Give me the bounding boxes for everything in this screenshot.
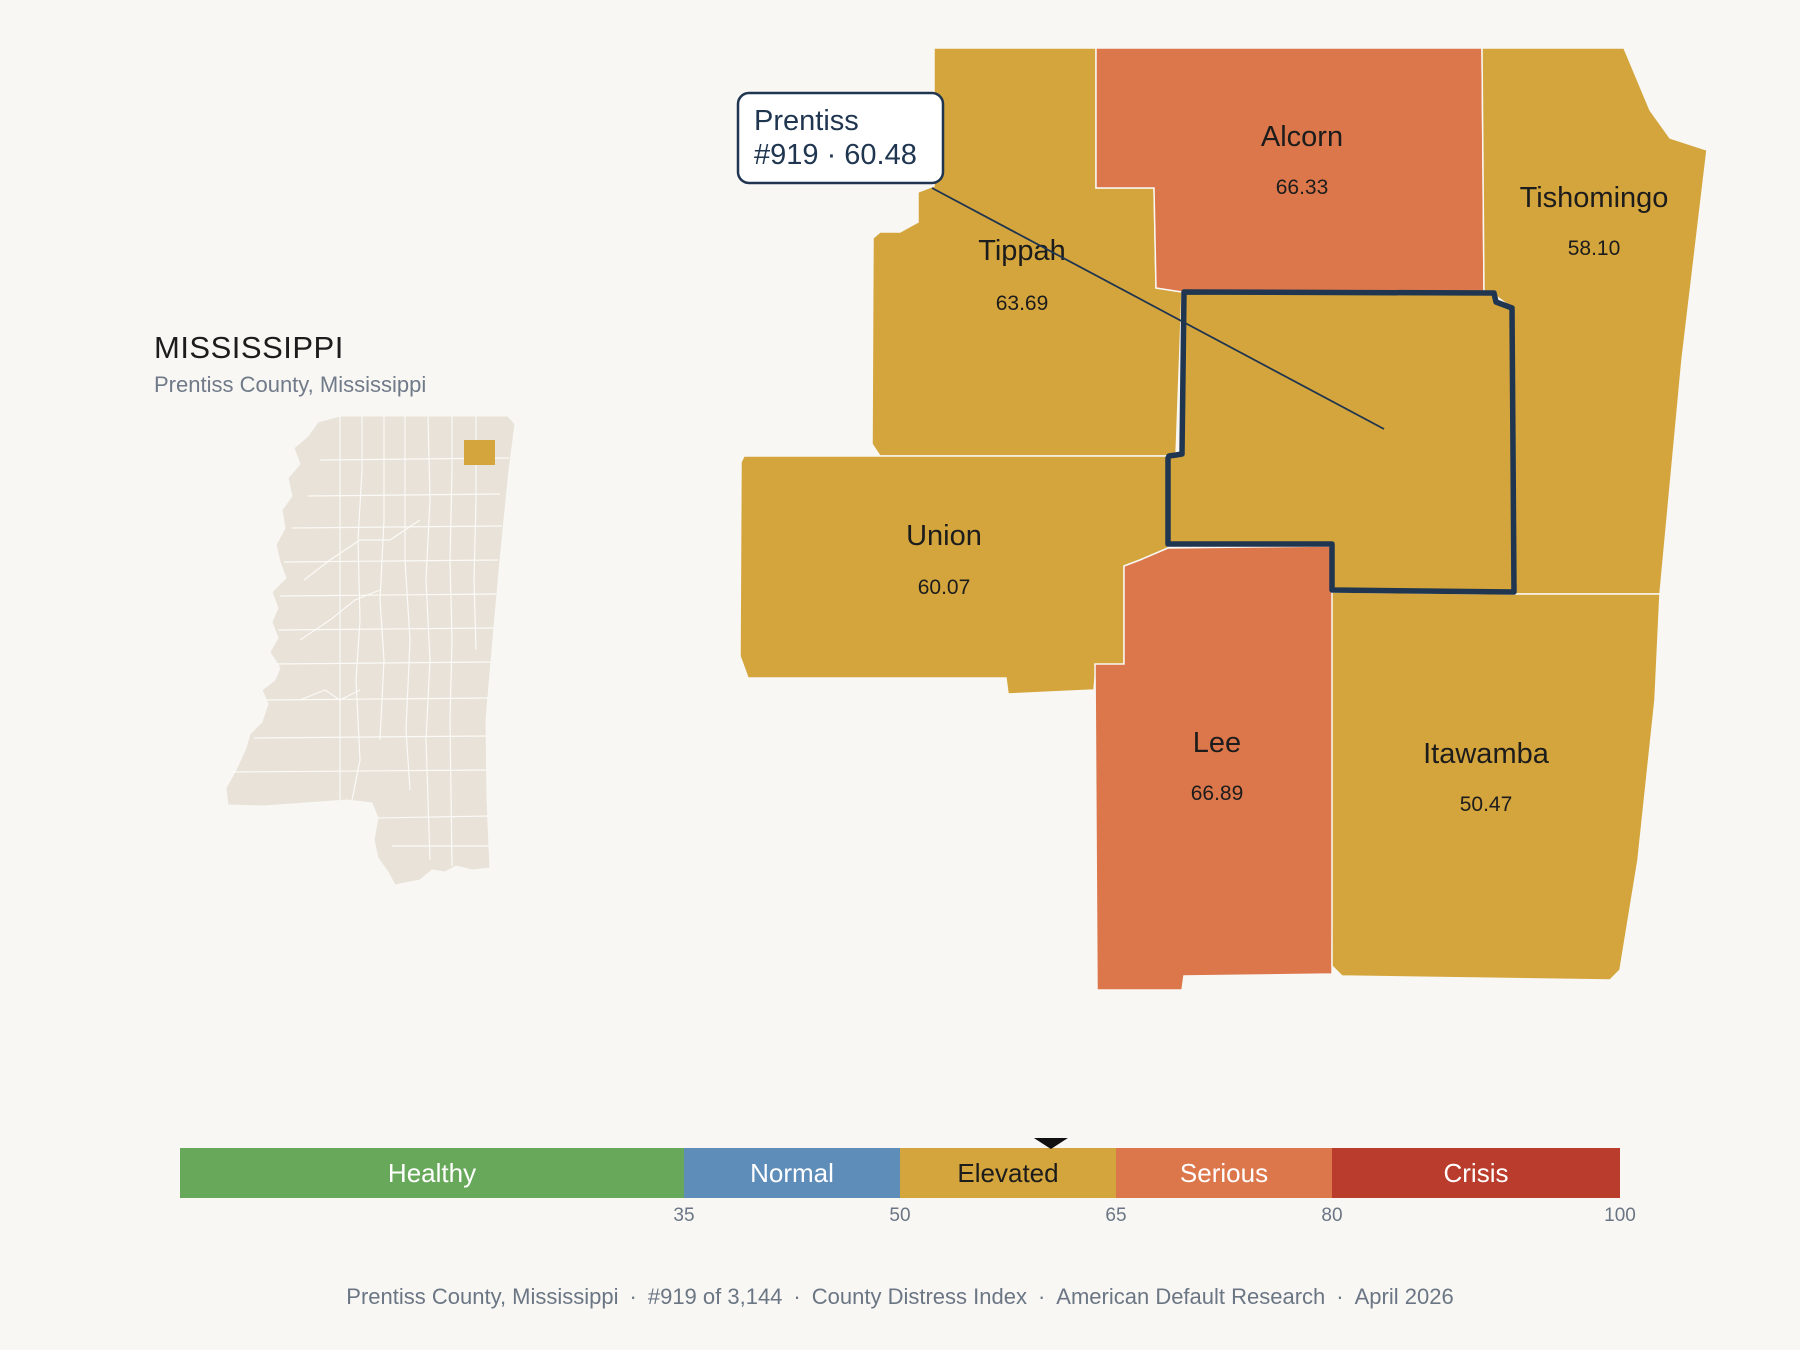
county-itawamba[interactable] xyxy=(1331,591,1661,981)
footer-separator: · xyxy=(629,1284,637,1309)
state-locator-map xyxy=(225,415,516,886)
label-itawamba: Itawamba xyxy=(1423,738,1550,770)
legend-band-healthy xyxy=(180,1148,684,1198)
legend-band-normal xyxy=(684,1148,900,1198)
legend-value-marker xyxy=(1033,1138,1068,1149)
state-outline xyxy=(225,415,516,886)
label-union: Union xyxy=(906,520,982,552)
value-lee: 66.89 xyxy=(1191,782,1244,805)
legend-band-elevated xyxy=(900,1148,1116,1198)
county-map xyxy=(739,47,1708,991)
value-tishomingo: 58.10 xyxy=(1568,237,1621,260)
state-title: MISSISSIPPI xyxy=(154,330,344,365)
value-union: 60.07 xyxy=(918,576,971,599)
footer-date: April 2026 xyxy=(1354,1284,1454,1309)
legend-tick-label: 35 xyxy=(673,1205,694,1226)
callout-background xyxy=(736,91,945,185)
legend-label-serious: Serious xyxy=(1180,1158,1268,1188)
legend-label-normal: Normal xyxy=(750,1158,834,1188)
footer-source: American Default Research xyxy=(1056,1284,1326,1309)
callout-detail: #919 · 60.48 xyxy=(754,139,917,171)
footer-rank: #919 of 3,144 xyxy=(647,1284,783,1309)
footer: Prentiss County, Mississippi · #919 of 3,1… xyxy=(0,1284,1800,1310)
callout-box[interactable]: Prentiss #919 · 60.48 xyxy=(736,91,945,185)
callout-leader-line xyxy=(931,187,1385,430)
callout-county-name: Prentiss xyxy=(754,105,859,137)
legend: Healthy Normal Elevated Serious Crisis 35 50 65… xyxy=(180,1138,1636,1226)
legend-tick-label: 50 xyxy=(889,1205,910,1226)
footer-separator: · xyxy=(1037,1284,1046,1309)
legend-label-elevated: Elevated xyxy=(957,1158,1058,1188)
label-alcorn: Alcorn xyxy=(1261,121,1343,153)
footer-separator: · xyxy=(793,1284,801,1309)
county-labels: Tippah 63.69 Alcorn 66.33 Tishomingo 58.… xyxy=(906,121,1668,816)
label-tishomingo: Tishomingo xyxy=(1520,182,1669,214)
value-alcorn: 66.33 xyxy=(1276,176,1329,199)
prentiss-locator-marker xyxy=(464,440,495,465)
state-subtitle: Prentiss County, Mississippi xyxy=(154,372,427,397)
value-tippah: 63.69 xyxy=(996,292,1049,315)
legend-tick-label: 65 xyxy=(1105,1205,1126,1226)
footer-county: Prentiss County, Mississippi xyxy=(346,1284,619,1309)
legend-label-healthy: Healthy xyxy=(388,1158,476,1188)
legend-label-crisis: Crisis xyxy=(1444,1158,1509,1188)
legend-tick-label: 80 xyxy=(1321,1205,1342,1226)
footer-separator: · xyxy=(1336,1284,1344,1309)
county-union[interactable] xyxy=(739,455,1177,695)
footer-index-name: County Distress Index xyxy=(811,1284,1027,1309)
legend-tick-label: 100 xyxy=(1604,1205,1636,1226)
legend-band-crisis xyxy=(1332,1148,1620,1198)
label-tippah: Tippah xyxy=(978,235,1066,267)
county-lee[interactable] xyxy=(1094,545,1335,991)
value-itawamba: 50.47 xyxy=(1460,793,1513,816)
label-lee: Lee xyxy=(1193,727,1241,759)
county-prentiss[interactable] xyxy=(1165,289,1517,595)
legend-band-serious xyxy=(1116,1148,1332,1198)
